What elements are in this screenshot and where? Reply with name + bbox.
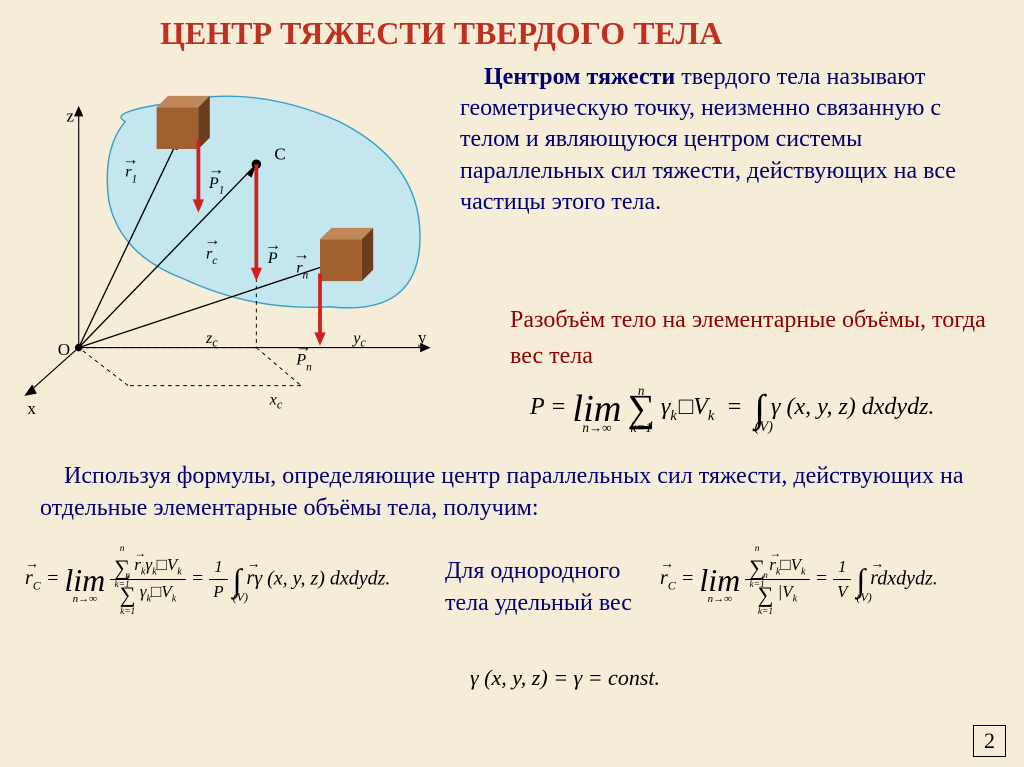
using-formulas-text: Используя формулы, определяющие центр па… — [40, 460, 1000, 525]
axis-x-label: x — [27, 399, 36, 418]
point-c-label: C — [274, 145, 285, 164]
cube-1 — [157, 96, 210, 149]
svg-text:yc: yc — [351, 330, 366, 350]
definition-paragraph: Центром тяжести твердого тела называют г… — [460, 62, 1000, 218]
axis-z-label: z — [66, 107, 74, 126]
axis-y-label: y — [418, 328, 427, 347]
cube-n — [320, 228, 373, 281]
svg-text:P: P — [267, 250, 278, 267]
physics-diagram: z y x О C → r1 — [5, 55, 445, 435]
gamma-constant: γ (x, y, z) = γ = const. — [470, 665, 660, 691]
definition-term: Центром тяжести — [484, 64, 675, 90]
body-shape — [107, 96, 420, 308]
formula-rc-general: rC = limn→∞ n∑k=1 rkγk□Vk n∑k=1 γk□Vk = … — [25, 555, 390, 605]
formula-rc-homogeneous: rC = limn→∞ n∑k=1 rk□Vk n∑k=1 |Vk = 1V ∫… — [660, 555, 938, 605]
page-number: 2 — [973, 725, 1006, 757]
homogeneous-text: Для однородного тела удельный вес — [445, 555, 645, 620]
svg-text:xc: xc — [269, 392, 283, 412]
discretize-text: Разобъём тело на элементарные объёмы, то… — [510, 302, 1000, 374]
page-title: ЦЕНТР ТЯЖЕСТИ ТВЕРДОГО ТЕЛА — [160, 15, 722, 52]
formula-weight: P = limn→∞ n∑k=1 γk □Vk = ∫(V) γ (x, y, … — [530, 394, 934, 425]
origin-label: О — [58, 340, 70, 359]
svg-text:zc: zc — [205, 330, 218, 350]
